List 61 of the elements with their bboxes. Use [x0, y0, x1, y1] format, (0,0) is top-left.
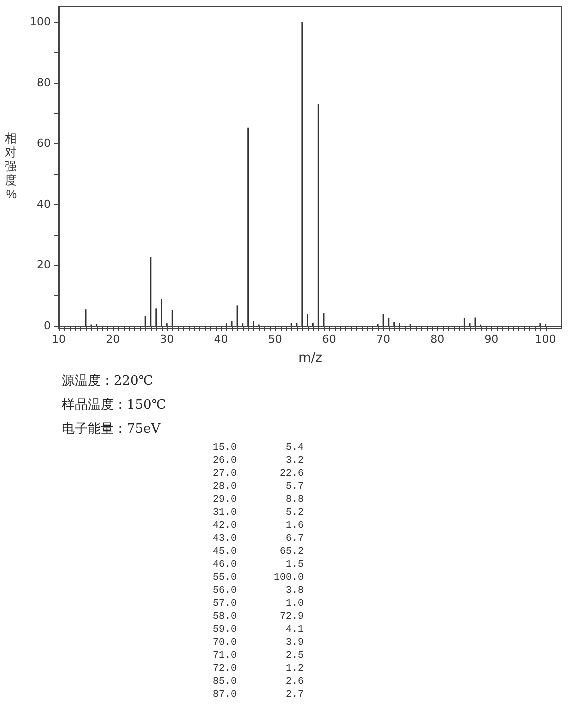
data-label: 5.4 [284, 442, 304, 455]
x-tick-label: 10 [52, 333, 66, 346]
data-label: 2.7 [284, 689, 304, 702]
x-tick-label: 40 [214, 333, 228, 346]
data-label: 72.9 [278, 611, 304, 624]
data-label: 3.9 [284, 637, 304, 650]
text: 源温度：220℃ [62, 373, 154, 391]
data-label: 2.6 [284, 676, 304, 689]
x-tick-label: 60 [322, 333, 336, 346]
y-tick-label: 60 [37, 137, 51, 150]
y-tick-label: 40 [37, 198, 51, 211]
data-label: 100.0 [272, 572, 304, 585]
category-label: 29.0 [212, 494, 237, 507]
category-label: 28.0 [212, 481, 237, 494]
y-tick-label: 100 [30, 16, 51, 29]
category-label: 57.0 [212, 598, 237, 611]
category-label: 43.0 [212, 533, 237, 546]
category-label: 58.0 [212, 611, 237, 624]
category-label: 55.0 [212, 572, 237, 585]
y-tick-label: 0 [44, 320, 51, 332]
category-label: 59.0 [212, 624, 237, 637]
category-label: 27.0 [212, 468, 237, 481]
data-label: 65.2 [278, 546, 304, 559]
category-label: 31.0 [212, 507, 237, 520]
x-tick-label: 20 [106, 333, 120, 346]
text: 样品温度：150℃ [62, 397, 168, 415]
x-tick-label: 90 [484, 333, 499, 346]
data-label: 1.5 [284, 559, 304, 572]
data-label: 1.0 [284, 598, 304, 611]
category-label: 87.0 [212, 689, 237, 702]
y-tick-label: 80 [37, 76, 51, 90]
data-label: 3.2 [284, 455, 304, 468]
category-label: 72.0 [212, 663, 237, 676]
data-label: 5.2 [284, 507, 304, 520]
y-tick-label: 20 [37, 258, 51, 272]
text: 电子能量：75eV [62, 421, 162, 439]
y-axis-title: 相对强度% [5, 132, 18, 202]
data-label: 4.1 [284, 624, 304, 637]
category-label: 45.0 [212, 546, 237, 559]
category-label: 15.0 [212, 442, 237, 455]
data-label: 3.8 [284, 585, 304, 598]
x-tick-label: 50 [268, 333, 282, 346]
category-label: 46.0 [212, 559, 237, 572]
data-label: 1.6 [284, 520, 304, 533]
x-tick-label: 100 [535, 333, 556, 346]
data-label: 5.7 [284, 481, 304, 494]
data-label: 2.5 [284, 650, 304, 663]
data-label: 22.6 [278, 468, 304, 481]
category-label: 71.0 [212, 650, 237, 663]
data-label: 8.8 [284, 494, 304, 507]
category-label: 42.0 [212, 520, 237, 533]
category-label: 85.0 [212, 676, 237, 689]
data-label: 1.2 [284, 663, 304, 676]
x-tick-label: 70 [376, 333, 391, 346]
x-tick-label: 80 [430, 333, 445, 346]
x-axis-title: m/z [298, 351, 323, 366]
category-label: 70.0 [212, 637, 237, 650]
category-label: 56.0 [212, 585, 237, 598]
category-label: 26.0 [212, 455, 237, 468]
x-tick-label: 30 [160, 333, 174, 346]
data-label: 6.7 [284, 533, 304, 546]
